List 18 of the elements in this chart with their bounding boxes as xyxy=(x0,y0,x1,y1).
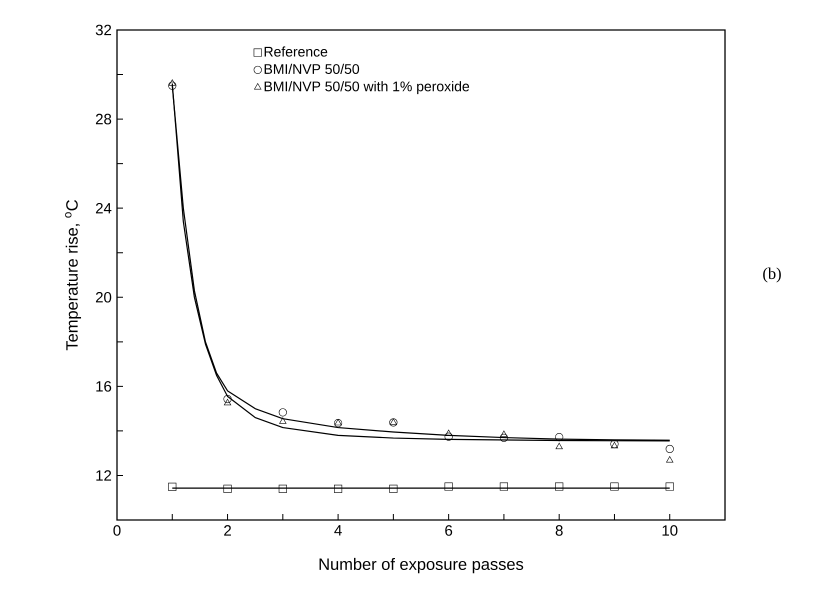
y-tick-label: 32 xyxy=(96,24,112,36)
x-tick-label: 2 xyxy=(224,525,231,536)
y-axis-title: Temperature rise, $^{o}$C xyxy=(65,200,82,350)
y-tick-label: 24 xyxy=(96,202,112,214)
text: (b) xyxy=(763,268,781,282)
legend-label: BMI/NVP 50/50 with 1% peroxide xyxy=(264,81,470,94)
x-tick-label: 10 xyxy=(662,525,678,536)
x-tick-label: 4 xyxy=(334,525,342,536)
x-axis-title: Number of exposure passes xyxy=(320,558,524,574)
y-tick-label: 28 xyxy=(96,114,112,124)
x-tick-label: 0 xyxy=(113,525,121,536)
y-tick-label: 20 xyxy=(96,292,112,303)
legend-label: BMI/NVP 50/50 xyxy=(264,64,360,74)
x-tick-label: 8 xyxy=(556,525,563,536)
y-tick-label: 16 xyxy=(96,381,112,392)
legend-label: Reference xyxy=(264,46,328,57)
x-tick-label: 6 xyxy=(445,525,452,536)
y-tick-label: 12 xyxy=(96,470,112,481)
